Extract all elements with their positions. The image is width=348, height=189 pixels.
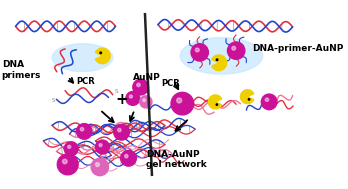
Circle shape: [64, 142, 78, 156]
Circle shape: [118, 128, 121, 132]
Circle shape: [248, 99, 250, 100]
Circle shape: [216, 59, 218, 60]
Ellipse shape: [180, 38, 263, 74]
Circle shape: [265, 98, 269, 101]
Circle shape: [57, 154, 78, 175]
Circle shape: [129, 95, 133, 98]
Text: S: S: [114, 89, 118, 94]
Circle shape: [177, 98, 182, 103]
Circle shape: [63, 159, 67, 164]
Circle shape: [140, 96, 152, 108]
Text: DNA-primer-AuNP: DNA-primer-AuNP: [252, 44, 343, 53]
Wedge shape: [240, 90, 254, 104]
Ellipse shape: [52, 44, 113, 71]
Circle shape: [228, 42, 245, 59]
Wedge shape: [208, 95, 222, 109]
Circle shape: [133, 79, 149, 95]
Text: S: S: [51, 98, 55, 103]
Circle shape: [77, 124, 92, 139]
Circle shape: [114, 124, 129, 140]
Circle shape: [100, 52, 102, 54]
Wedge shape: [95, 48, 110, 64]
Circle shape: [191, 44, 208, 61]
Text: +: +: [115, 92, 128, 107]
Circle shape: [99, 144, 102, 147]
Circle shape: [125, 154, 128, 158]
Circle shape: [143, 99, 145, 101]
Wedge shape: [212, 55, 227, 71]
Circle shape: [126, 91, 140, 105]
Circle shape: [171, 92, 193, 115]
Circle shape: [91, 158, 109, 176]
Circle shape: [232, 46, 236, 50]
Text: DNA
primers: DNA primers: [2, 60, 41, 80]
Circle shape: [216, 104, 218, 105]
Circle shape: [95, 140, 109, 154]
Text: PCR: PCR: [77, 77, 95, 86]
Text: AuNP: AuNP: [133, 73, 160, 82]
Circle shape: [80, 128, 84, 131]
Text: DNA-AuNP
gel network: DNA-AuNP gel network: [146, 150, 207, 169]
Circle shape: [121, 150, 136, 166]
Text: PCR: PCR: [161, 79, 180, 88]
Circle shape: [68, 145, 71, 148]
Circle shape: [261, 94, 277, 110]
Circle shape: [195, 48, 199, 52]
Circle shape: [137, 83, 140, 87]
Circle shape: [95, 163, 99, 167]
